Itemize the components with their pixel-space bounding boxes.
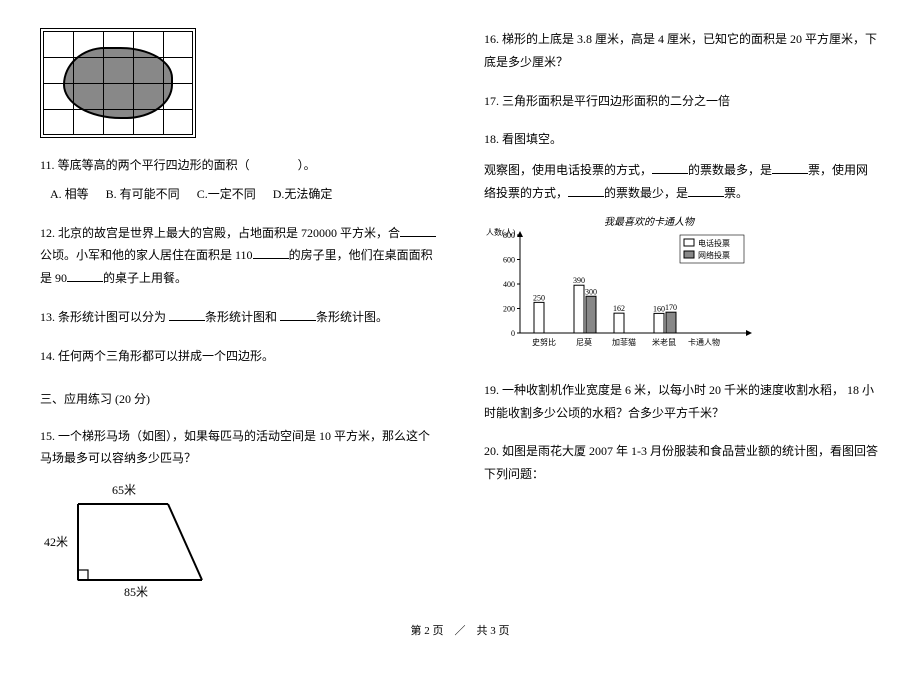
question-19: 19. 一种收割机作业宽度是 6 米，以每小时 20 千米的速度收割水稻， 18… [484, 379, 880, 425]
q-text-1: 北京的故宫是世界上最大的宫殿，占地面积是 720000 平方米，合 [58, 226, 400, 240]
q-number: 19. [484, 383, 499, 397]
blank [253, 247, 289, 259]
blank [400, 225, 436, 237]
blank [568, 185, 604, 197]
svg-text:300: 300 [585, 287, 597, 296]
q-text: 一种收割机作业宽度是 6 米，以每小时 20 千米的速度收割水稻， 18 小时能… [484, 383, 874, 420]
svg-text:尼莫: 尼莫 [576, 337, 592, 347]
svg-text:162: 162 [613, 304, 625, 313]
question-12: 12. 北京的故宫是世界上最大的宫殿，占地面积是 720000 平方米，合公顷。… [40, 222, 436, 290]
svg-text:800: 800 [503, 231, 515, 240]
q-number: 11. [40, 158, 55, 172]
q-text-3: 条形统计图。 [316, 310, 388, 324]
option-b: B. 有可能不同 [106, 183, 180, 206]
obs-5: 票。 [724, 186, 748, 200]
question-18: 18. 看图填空。 观察图，使用电话投票的方式，的票数最多，是票，使用网络投票的… [484, 128, 880, 362]
blank [169, 309, 205, 321]
option-d: D.无法确定 [273, 183, 333, 206]
obs-2: 的票数最多，是 [688, 163, 772, 177]
left-column: 11. 等底等高的两个平行四边形的面积（ ）。 A. 相等 B. 有可能不同 C… [40, 28, 436, 616]
trap-left-label: 42米 [44, 535, 68, 549]
two-column-layout: 11. 等底等高的两个平行四边形的面积（ ）。 A. 相等 B. 有可能不同 C… [40, 28, 880, 616]
q-number: 13. [40, 310, 55, 324]
question-13: 13. 条形统计图可以分为 条形统计图和 条形统计图。 [40, 306, 436, 329]
svg-text:400: 400 [503, 280, 515, 289]
svg-text:我最喜欢的卡通人物: 我最喜欢的卡通人物 [604, 216, 696, 228]
obs-4: 的票数最少，是 [604, 186, 688, 200]
q11-options: A. 相等 B. 有可能不同 C.一定不同 D.无法确定 [40, 183, 436, 206]
section-3-title: 三、应用练习 (20 分) [40, 390, 436, 407]
right-angle-icon [78, 570, 88, 580]
grid-overlay [43, 31, 193, 135]
svg-text:网络投票: 网络投票 [698, 250, 730, 260]
q-text: 任何两个三角形都可以拼成一个四边形。 [58, 349, 274, 363]
svg-text:史努比: 史努比 [532, 337, 556, 347]
svg-text:390: 390 [573, 276, 585, 285]
right-column: 16. 梯形的上底是 3.8 厘米，高是 4 厘米，已知它的面积是 20 平方厘… [484, 28, 880, 616]
q-text: 一个梯形马场（如图），如果每匹马的活动空间是 10 平方米，那么这个马场最多可以… [40, 429, 430, 466]
q-number: 16. [484, 32, 499, 46]
blank [772, 162, 808, 174]
option-c: C.一定不同 [197, 183, 256, 206]
svg-text:200: 200 [503, 304, 515, 313]
q-number: 14. [40, 349, 55, 363]
svg-text:160: 160 [653, 304, 665, 313]
trapezoid-figure: 65米 42米 85米 [40, 480, 220, 600]
question-17: 17. 三角形面积是平行四边形面积的二分之一倍 [484, 90, 880, 113]
blank [280, 309, 316, 321]
q-text: 梯形的上底是 3.8 厘米，高是 4 厘米，已知它的面积是 20 平方厘米，下底… [484, 32, 877, 69]
q10-grid-figure [40, 28, 196, 138]
svg-text:0: 0 [511, 329, 515, 338]
q-text-2: 条形统计图和 [205, 310, 280, 324]
q-text: 等底等高的两个平行四边形的面积（ ）。 [58, 158, 316, 172]
q-text: 看图填空。 [502, 132, 562, 146]
question-16: 16. 梯形的上底是 3.8 厘米，高是 4 厘米，已知它的面积是 20 平方厘… [484, 28, 880, 74]
q18-bar-chart: 我最喜欢的卡通人物人数(人)0200400600800电话投票网络投票250史努… [484, 213, 754, 363]
q-text: 三角形面积是平行四边形面积的二分之一倍 [502, 94, 730, 108]
svg-text:卡通人物: 卡通人物 [688, 337, 720, 347]
question-11: 11. 等底等高的两个平行四边形的面积（ ）。 A. 相等 B. 有可能不同 C… [40, 154, 436, 206]
svg-text:电话投票: 电话投票 [698, 238, 730, 248]
svg-text:600: 600 [503, 255, 515, 264]
q-number: 15. [40, 429, 55, 443]
q-text-4: 的桌子上用餐。 [103, 271, 187, 285]
svg-text:加菲猫: 加菲猫 [612, 337, 636, 347]
q-number: 12. [40, 226, 55, 240]
trap-bottom-label: 85米 [124, 585, 148, 599]
svg-text:250: 250 [533, 293, 545, 302]
q-text-1: 条形统计图可以分为 [58, 310, 169, 324]
page-footer: 第 2 页 ／ 共 3 页 [40, 622, 880, 638]
option-a: A. 相等 [50, 183, 89, 206]
q-text: 如图是雨花大厦 2007 年 1-3 月份服装和食品营业额的统计图，看图回答下列… [484, 444, 878, 481]
q-text-2: 公顷。小军和他的家人居住在面积是 110 [40, 248, 253, 262]
obs-1: 观察图，使用电话投票的方式， [484, 163, 652, 177]
blank [688, 185, 724, 197]
blank [67, 270, 103, 282]
trap-top-label: 65米 [112, 483, 136, 497]
blank [652, 162, 688, 174]
q-number: 20. [484, 444, 499, 458]
question-20: 20. 如图是雨花大厦 2007 年 1-3 月份服装和食品营业额的统计图，看图… [484, 440, 880, 486]
svg-text:米老鼠: 米老鼠 [652, 337, 676, 347]
q-number: 18. [484, 132, 499, 146]
question-15: 15. 一个梯形马场（如图），如果每匹马的活动空间是 10 平方米，那么这个马场… [40, 425, 436, 601]
svg-text:170: 170 [665, 303, 677, 312]
question-14: 14. 任何两个三角形都可以拼成一个四边形。 [40, 345, 436, 368]
q-number: 17. [484, 94, 499, 108]
